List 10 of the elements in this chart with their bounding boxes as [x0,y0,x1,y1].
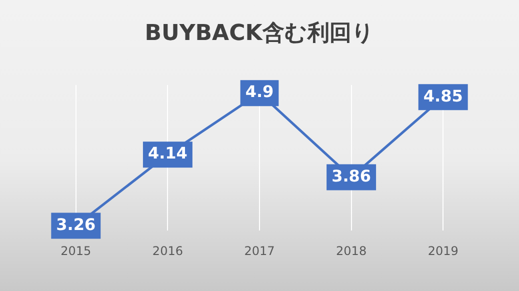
x-tick-label: 2019 [428,244,458,258]
chart-title: BUYBACK含む利回り [144,20,376,48]
x-tick-label: 2017 [244,244,275,258]
x-tick-label: 2016 [152,244,183,258]
x-tick-label: 2015 [60,244,92,258]
data-label: 4.14 [148,144,188,163]
data-label: 3.26 [56,214,96,234]
x-tick-label: 2018 [336,244,367,258]
data-label: 4.85 [423,86,463,106]
data-label: 3.86 [332,166,372,186]
